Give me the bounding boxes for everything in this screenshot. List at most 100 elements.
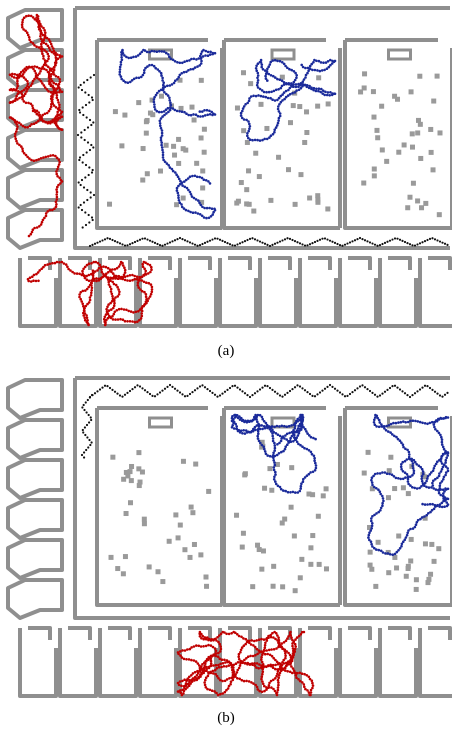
- trajectory-point: [29, 276, 32, 279]
- trajectory-point: [284, 394, 286, 396]
- trajectory-point: [404, 392, 406, 394]
- trajectory-point: [329, 384, 331, 386]
- trajectory-point: [111, 295, 114, 298]
- trajectory-point: [294, 491, 297, 494]
- obstacle: [410, 131, 415, 136]
- trajectory-point: [161, 77, 164, 80]
- trajectory-point: [354, 239, 356, 241]
- trajectory-point: [177, 175, 180, 178]
- trajectory-point: [382, 497, 385, 500]
- trajectory-point: [272, 75, 275, 78]
- trajectory-point: [92, 219, 94, 221]
- trajectory-point: [236, 677, 239, 680]
- obstacle: [394, 565, 399, 570]
- obstacle: [293, 588, 298, 593]
- trajectory-point: [213, 654, 216, 657]
- trajectory-point: [153, 50, 156, 53]
- trajectory-point: [412, 527, 415, 530]
- trajectory-point: [273, 476, 276, 479]
- trajectory-point: [96, 242, 98, 244]
- trajectory-point: [114, 240, 116, 242]
- trajectory-point: [265, 638, 268, 641]
- trajectory-point: [34, 70, 37, 73]
- trajectory-point: [292, 83, 295, 86]
- trajectory-point: [58, 261, 61, 264]
- trajectory-point: [394, 237, 396, 239]
- trajectory-point: [272, 636, 275, 639]
- trajectory-point: [80, 136, 82, 138]
- trajectory-point: [260, 95, 263, 98]
- trajectory-point: [105, 308, 108, 311]
- trajectory-point: [83, 307, 86, 310]
- trajectory-point: [164, 244, 166, 246]
- trajectory-point: [276, 78, 279, 81]
- trajectory-point: [334, 242, 336, 244]
- trajectory-point: [284, 657, 287, 660]
- obstacle: [141, 146, 146, 151]
- trajectory-point: [42, 156, 45, 159]
- trajectory-point: [209, 113, 212, 116]
- trajectory-point: [324, 237, 326, 239]
- trajectory-point: [375, 425, 378, 428]
- trajectory-point: [371, 525, 374, 528]
- trajectory-point: [194, 671, 197, 674]
- trajectory-point: [254, 238, 256, 240]
- trajectory-point: [81, 272, 84, 275]
- trajectory-point: [262, 95, 265, 98]
- trajectory-point: [195, 198, 198, 201]
- trajectory-point: [59, 81, 62, 84]
- trajectory-point: [201, 110, 204, 113]
- trajectory-point: [431, 389, 433, 391]
- trajectory-point: [284, 490, 287, 493]
- trajectory-point: [300, 421, 303, 424]
- trajectory-point: [276, 691, 279, 694]
- trajectory-point: [92, 146, 94, 148]
- trajectory-point: [14, 135, 17, 138]
- trajectory-point: [417, 420, 420, 423]
- trajectory-point: [56, 186, 59, 189]
- trajectory-point: [86, 322, 89, 325]
- trajectory-point: [289, 390, 291, 392]
- trajectory-point: [148, 51, 151, 54]
- trajectory-point: [281, 79, 284, 82]
- trajectory-point: [309, 678, 312, 681]
- obstacle: [110, 455, 115, 460]
- trajectory-point: [228, 677, 231, 680]
- trajectory-point: [384, 391, 386, 393]
- trajectory-point: [145, 281, 148, 284]
- trajectory-point: [294, 240, 296, 242]
- trajectory-point: [90, 294, 93, 297]
- trajectory-point: [91, 216, 93, 218]
- trajectory-point: [31, 231, 34, 234]
- trajectory-point: [424, 385, 426, 387]
- trajectory-point: [160, 74, 163, 77]
- trajectory-point: [58, 83, 61, 86]
- trajectory-point: [89, 396, 91, 398]
- trajectory-point: [117, 277, 120, 280]
- trajectory-point: [56, 196, 59, 199]
- obstacle: [289, 465, 294, 470]
- trajectory-point: [36, 226, 39, 229]
- trajectory-point: [315, 88, 318, 91]
- trajectory-point: [42, 57, 45, 60]
- trajectory-point: [52, 86, 55, 89]
- trajectory-point: [339, 244, 341, 246]
- trajectory-point: [87, 126, 89, 128]
- trajectory-point: [55, 56, 58, 59]
- trajectory-point: [99, 240, 101, 242]
- trajectory-point: [14, 73, 17, 76]
- trajectory-point: [193, 58, 196, 61]
- trajectory-point: [51, 80, 54, 83]
- trajectory-point: [419, 421, 422, 424]
- trajectory-point: [126, 279, 129, 282]
- trajectory-point: [176, 61, 179, 64]
- trajectory-point: [104, 316, 107, 319]
- trajectory-point: [18, 91, 21, 94]
- trajectory-point: [162, 151, 165, 154]
- trajectory-point: [113, 313, 116, 316]
- trajectory-point: [369, 390, 371, 392]
- bottom-room: [60, 628, 96, 696]
- trajectory-point: [118, 308, 121, 311]
- trajectory-point: [429, 387, 431, 389]
- trajectory-point: [283, 425, 286, 428]
